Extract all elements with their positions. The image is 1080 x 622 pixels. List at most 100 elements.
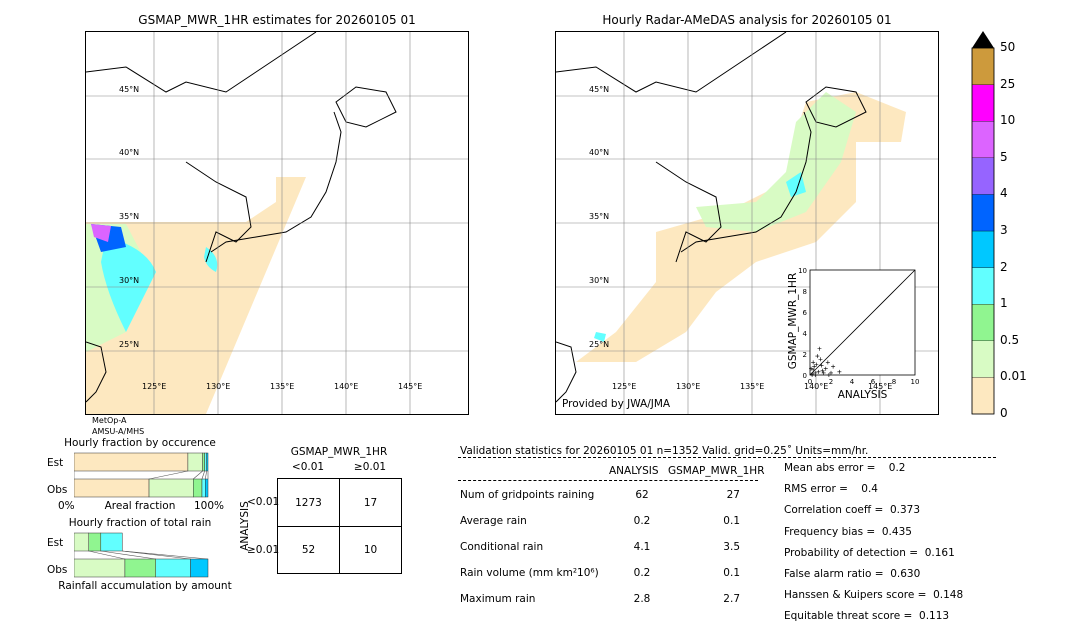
rain-connector	[88, 550, 125, 560]
rain-obs-label: Obs	[47, 564, 68, 576]
longitude-label: 135°E	[740, 382, 765, 391]
stats-divider	[458, 457, 996, 458]
colorbar	[971, 31, 995, 415]
occurrence-connector	[205, 470, 207, 480]
score-line: Frequency bias = 0.435	[784, 525, 912, 538]
stats-col-gsmap: GSMAP_MWR_1HR	[668, 465, 765, 477]
occurrence-obs-segment	[148, 478, 194, 498]
scatter-x-tick: 10	[911, 378, 920, 386]
scatter-diagonal	[809, 269, 916, 376]
latitude-label: 30°N	[119, 276, 140, 285]
stats-row-label: Maximum rain	[460, 593, 536, 605]
rain-area-kyushu	[204, 247, 218, 272]
longitude-label: 140°E	[804, 382, 829, 391]
scatter-point	[831, 364, 836, 369]
colorbar-segment	[971, 194, 995, 232]
occurrence-obs-segment	[74, 478, 150, 498]
occ-est-label: Est	[47, 457, 64, 469]
scatter-point	[825, 360, 830, 365]
longitude-label: 130°E	[676, 382, 701, 391]
contingency-col1: <0.01	[291, 461, 325, 473]
cell-misses: 52	[301, 544, 316, 556]
coastline-taiwan	[86, 341, 107, 403]
colorbar-tick-label: 0.01	[1000, 369, 1027, 384]
scatter-point	[816, 369, 821, 374]
occurrence-obs-segment	[201, 478, 206, 498]
occurrence-est-segment	[202, 452, 205, 472]
longitude-label: 145°E	[398, 382, 423, 391]
longitude-label: 135°E	[270, 382, 295, 391]
colorbar-tick-label: 0.5	[1000, 332, 1020, 347]
scatter-x-tick: 0	[808, 378, 812, 386]
longitude-label: 130°E	[206, 382, 231, 391]
rain-area-intense	[91, 224, 111, 242]
longitude-label: 145°E	[868, 382, 893, 391]
scatter-y-tick: 8	[803, 288, 807, 296]
occurrence-est-segment	[204, 452, 207, 472]
rain-connector	[100, 550, 156, 560]
scatter-point	[817, 346, 822, 351]
total-rain-bars	[74, 532, 209, 578]
colorbar-extend-arrow	[972, 31, 994, 48]
stats-row-label: Rain volume (mm km²10⁶)	[460, 567, 599, 579]
scatter-point	[810, 373, 815, 377]
scatter-y-tick: 6	[803, 309, 808, 317]
occurrence-bars	[74, 452, 209, 498]
stats-row-label: Conditional rain	[460, 541, 544, 553]
coastline-korea	[185, 161, 252, 263]
sensor-instrument: AMSU-A/MHS	[92, 427, 145, 436]
right-map-title: Hourly Radar-AMeDAS analysis for 2026010…	[602, 13, 892, 27]
stats-row-gsmap: 0.1	[723, 567, 740, 579]
colorbar-segment	[971, 304, 995, 341]
rain-area-swath	[86, 177, 306, 414]
stats-row-gsmap: 2.7	[723, 593, 740, 605]
coastline-mainland	[86, 32, 317, 93]
scatter-ylabel: GSMAP_MWR_1HR	[787, 272, 799, 370]
score-line: Mean abs error = 0.2	[784, 462, 906, 474]
colorbar-segment	[971, 230, 995, 268]
coastline-japan	[680, 111, 812, 253]
scatter-point	[823, 366, 828, 371]
latitude-label: 45°N	[119, 85, 140, 94]
latitude-label: 25°N	[119, 340, 140, 349]
scatter-y-tick: 0	[803, 372, 807, 380]
rain-est-segment	[74, 532, 89, 552]
stats-row-gsmap: 3.5	[723, 541, 740, 553]
score-line: Probability of detection = 0.161	[784, 546, 955, 559]
scatter-y-tick: 4	[803, 330, 808, 338]
colorbar-tick-label: 50	[1000, 40, 1016, 54]
scatter-point	[809, 366, 814, 371]
colorbar-segment	[971, 340, 995, 378]
colorbar-tick-label: 1	[1000, 296, 1008, 311]
rain-obs-segment	[190, 558, 209, 578]
occurrence-connector	[148, 470, 188, 480]
contingency-table: 1273 17 52 10	[277, 478, 402, 574]
occurrence-obs-segment	[205, 478, 209, 498]
scatter-point	[820, 368, 825, 373]
rain-xlabel: Rainfall accumulation by amount	[58, 580, 232, 592]
scatter-point	[814, 362, 819, 367]
score-line: Correlation coeff = 0.373	[784, 504, 920, 517]
contingency-row1: <0.01	[247, 496, 280, 508]
stats-row-analysis: 62	[635, 489, 649, 501]
contingency-row2: ≥0.01	[247, 544, 280, 556]
latitude-label: 30°N	[589, 276, 610, 285]
rain-est-segment	[100, 532, 123, 552]
latitude-label: 25°N	[589, 340, 610, 349]
colorbar-segment	[971, 84, 995, 122]
stats-header: Validation statistics for 20260105 01 n=…	[460, 445, 869, 457]
latitude-label: 45°N	[589, 85, 610, 94]
occ-x1: 100%	[194, 500, 225, 512]
colorbar-tick-label: 25	[1000, 76, 1016, 91]
gsmap-estimate-map: 45°N 40°N 35°N 30°N 25°N 125°E 130°E 135°E 140°E…	[85, 31, 469, 415]
colorbar-tick-label: 3	[1000, 223, 1008, 237]
occurrence-connector	[193, 470, 203, 480]
latitude-label: 35°N	[589, 212, 610, 221]
colorbar-segment	[971, 157, 995, 195]
rain-obs-segment	[155, 558, 191, 578]
coastline-japan	[210, 111, 342, 253]
latitude-label: 35°N	[119, 212, 140, 221]
scatter-y-tick: 2	[803, 351, 807, 359]
coastline-mainland	[556, 32, 787, 93]
scatter-x-tick: 6	[871, 378, 876, 386]
